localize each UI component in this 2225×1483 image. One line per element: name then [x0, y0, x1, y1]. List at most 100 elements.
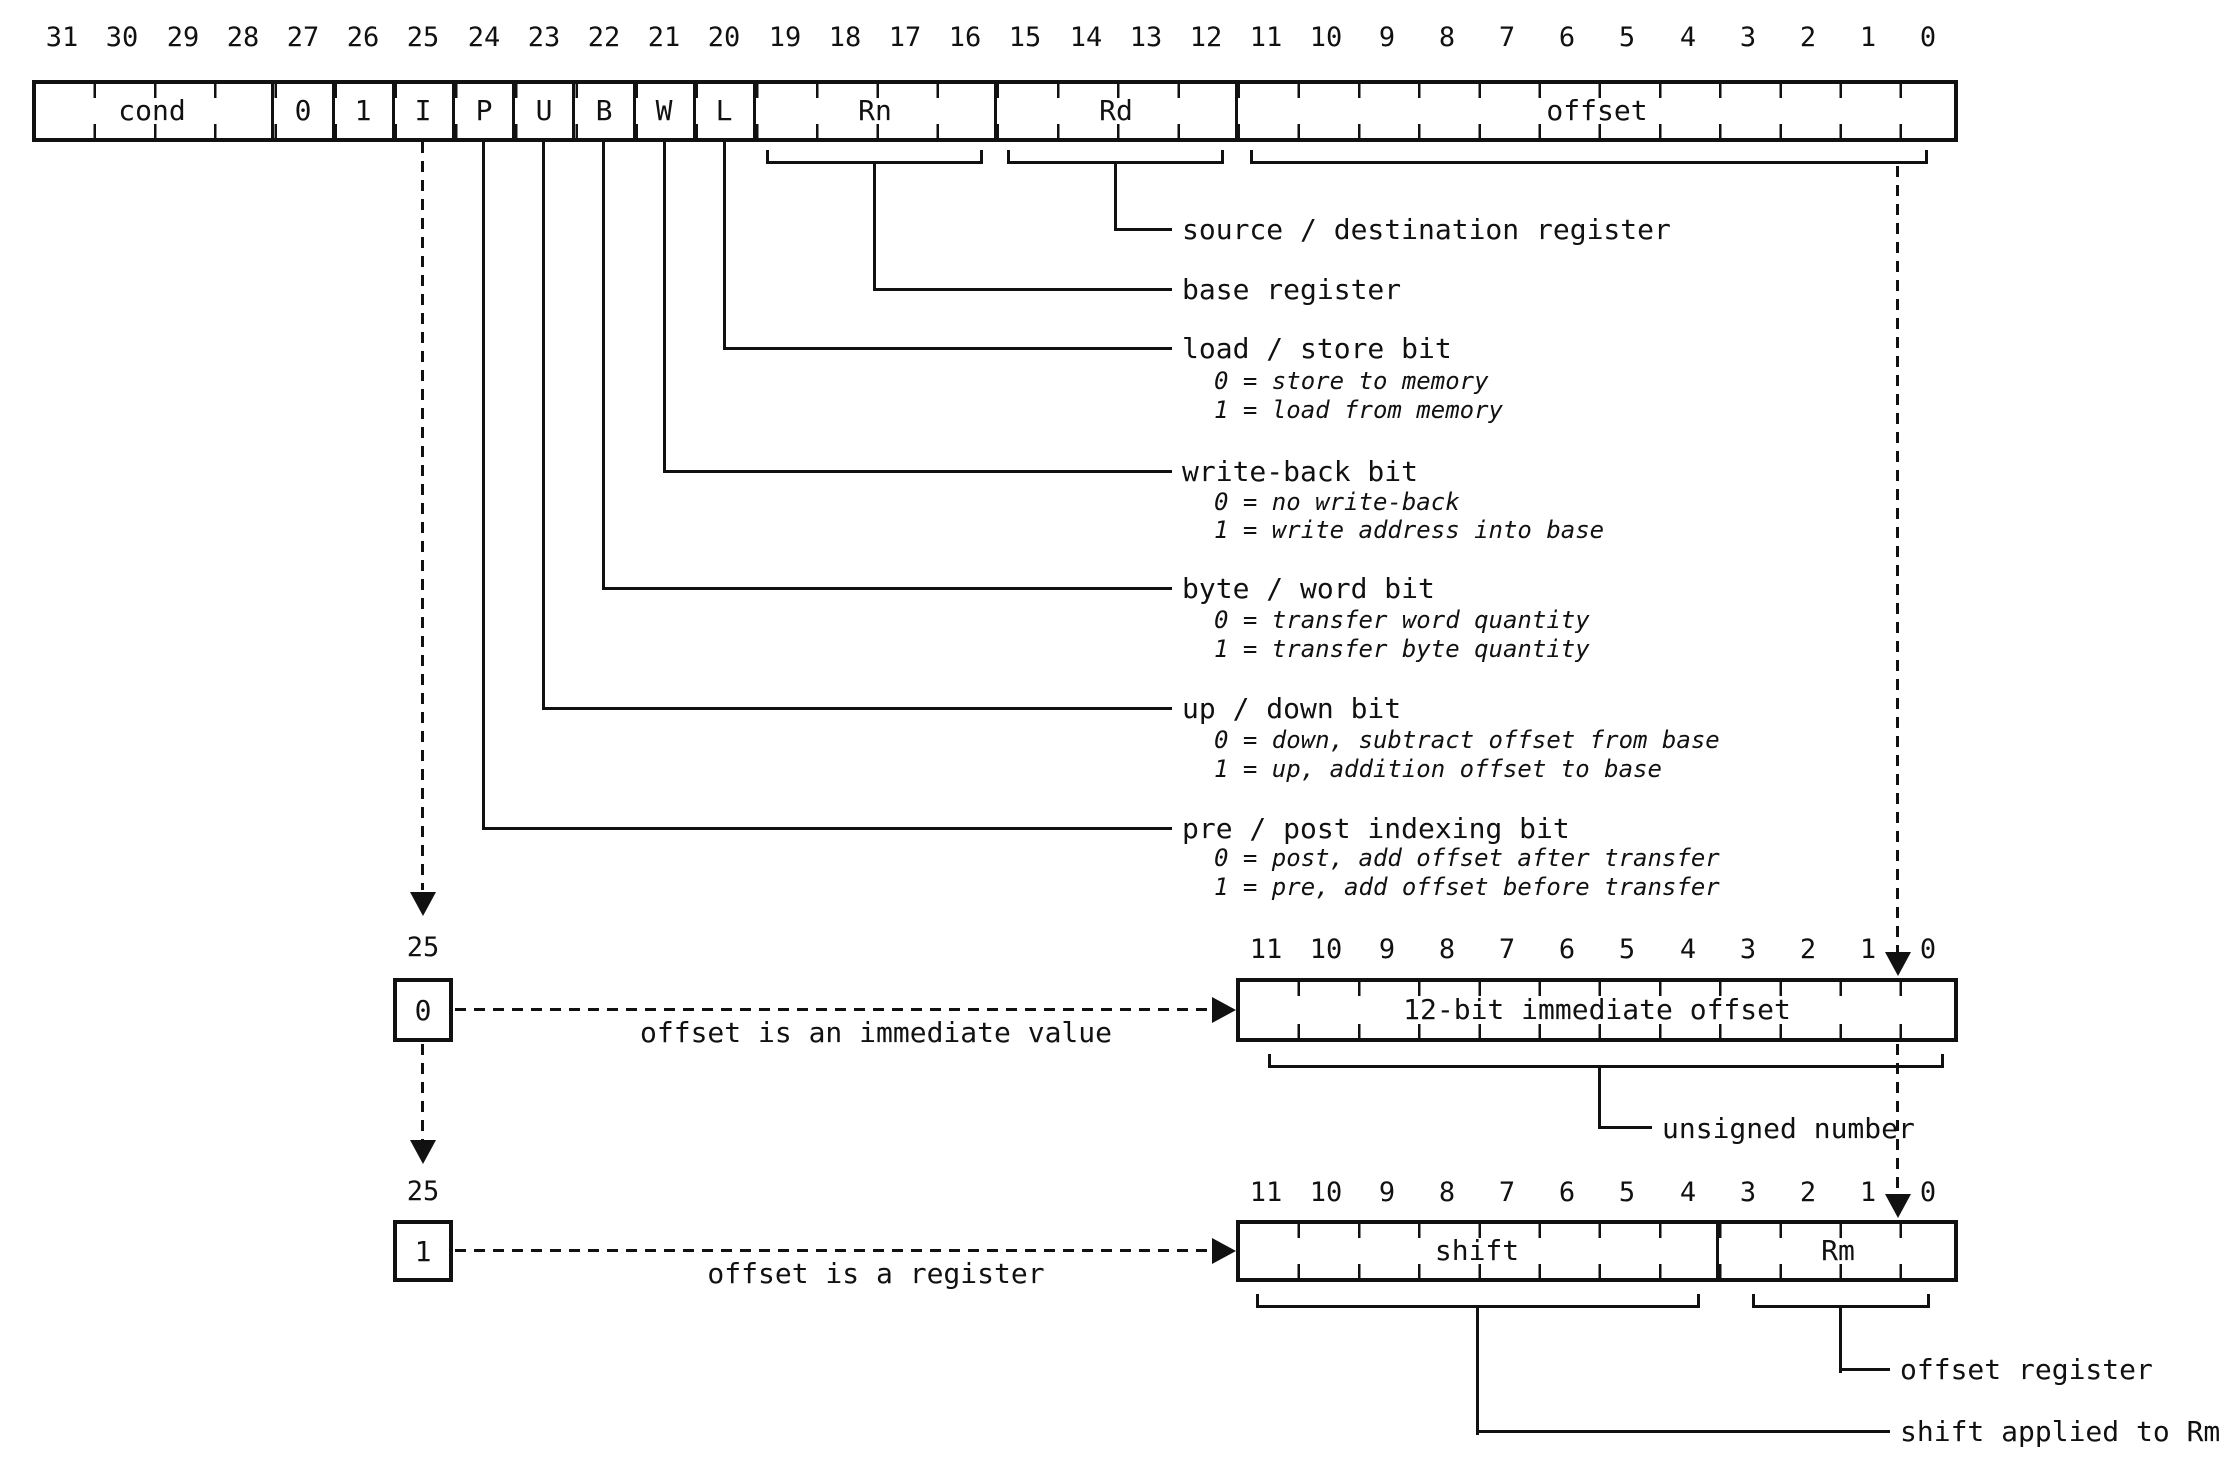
i-bit-dashed-line [421, 142, 424, 890]
field-divider [332, 84, 335, 138]
bit-number: 10 [1309, 1177, 1343, 1208]
arrow-down-icon [410, 892, 436, 916]
bit-number: 27 [286, 22, 320, 53]
bit-number: 3 [1739, 934, 1757, 965]
bit-number: 0 [1919, 22, 1937, 53]
p-value-1: 1 = pre, add offset before transfer [1214, 873, 1720, 901]
offset-dashed-line [1896, 166, 1899, 952]
bit-number: 2 [1799, 934, 1817, 965]
field-p-bit: P [475, 94, 493, 127]
bit-number: 12 [1189, 22, 1223, 53]
bit-number: 4 [1679, 934, 1697, 965]
rm-field-label: Rm [1821, 1234, 1855, 1267]
field-rn: Rn [858, 94, 892, 127]
bit-number: 20 [707, 22, 741, 53]
bit-number: 7 [1498, 22, 1516, 53]
bit-number: 3 [1739, 1177, 1757, 1208]
field-b-bit: B [595, 94, 613, 127]
l-value-0: 0 = store to memory [1214, 367, 1489, 395]
field-divider [994, 84, 997, 138]
immediate-offset-label: 12-bit immediate offset [1403, 993, 1791, 1026]
rn-annotation: base register [1182, 273, 1402, 306]
field-rd: Rd [1099, 94, 1133, 127]
shift-caption: shift applied to Rm [1900, 1415, 2221, 1448]
immediate-dashed-arrow-line [455, 1008, 1211, 1011]
bit-number: 1 [1859, 1177, 1877, 1208]
bit-number: 6 [1558, 1177, 1576, 1208]
bit-number: 31 [45, 22, 79, 53]
arrow-down-icon [1885, 1194, 1911, 1218]
bit-number: 5 [1618, 934, 1636, 965]
bit-number: 30 [105, 22, 139, 53]
bit-number: 5 [1618, 1177, 1636, 1208]
field-w-bit: W [655, 94, 673, 127]
bit-number: 0 [1919, 934, 1937, 965]
field-const0: 0 [294, 94, 312, 127]
offset-dashed-line-2 [1896, 1044, 1899, 1194]
bit-number: 29 [166, 22, 200, 53]
bit-number: 1 [1859, 934, 1877, 965]
bit-number: 10 [1309, 22, 1343, 53]
bit-number: 2 [1799, 1177, 1817, 1208]
u-value-1: 1 = up, addition offset to base [1214, 755, 1662, 783]
field-l-bit: L [715, 94, 733, 127]
register-bit-position-label: 25 [406, 1176, 440, 1207]
bit-number: 19 [768, 22, 802, 53]
field-divider [1235, 84, 1238, 138]
bit-number: 22 [587, 22, 621, 53]
i-bit-one-box: 1 [393, 1220, 453, 1282]
field-const1: 1 [354, 94, 372, 127]
register-arrow-caption: offset is a register [707, 1257, 1045, 1290]
bit-number: 11 [1249, 1177, 1283, 1208]
field-divider [633, 84, 636, 138]
l-value-1: 1 = load from memory [1214, 396, 1503, 424]
field-divider [572, 84, 575, 138]
bit-number: 5 [1618, 22, 1636, 53]
bit-number: 15 [1008, 22, 1042, 53]
w-annotation: write-back bit [1182, 455, 1419, 488]
field-cond: cond [118, 94, 186, 127]
bit-number: 6 [1558, 22, 1576, 53]
u-annotation: up / down bit [1182, 692, 1402, 725]
bit-number: 1 [1859, 22, 1877, 53]
arrow-right-icon [1212, 1238, 1236, 1264]
bit-number: 2 [1799, 22, 1817, 53]
w-value-0: 0 = no write-back [1214, 488, 1460, 516]
field-divider [1716, 1224, 1719, 1278]
unsigned-number-caption: unsigned number [1662, 1112, 1915, 1145]
bit-number: 14 [1069, 22, 1103, 53]
shift-field-label: shift [1434, 1234, 1520, 1267]
bit-number: 4 [1679, 22, 1697, 53]
p-annotation: pre / post indexing bit [1182, 812, 1570, 845]
bit-number: 16 [948, 22, 982, 53]
field-divider [452, 84, 455, 138]
bit-ticks-top [1240, 982, 1952, 996]
bit-number: 24 [467, 22, 501, 53]
bit-number: 6 [1558, 934, 1576, 965]
arrow-down-icon [1885, 952, 1911, 976]
field-divider [693, 84, 696, 138]
bit-number: 26 [346, 22, 380, 53]
field-i-bit: I [414, 94, 432, 127]
bit-number: 21 [647, 22, 681, 53]
field-u-bit: U [535, 94, 553, 127]
l-annotation: load / store bit [1182, 332, 1452, 365]
immediate-arrow-caption: offset is an immediate value [639, 1016, 1113, 1049]
bit-number: 11 [1249, 22, 1283, 53]
register-dashed-arrow-line [455, 1249, 1211, 1252]
bit-number: 3 [1739, 22, 1757, 53]
bit-ticks-top [1240, 1224, 1952, 1238]
field-offset: offset [1546, 94, 1648, 127]
bit-number: 9 [1378, 934, 1396, 965]
bit-number: 23 [527, 22, 561, 53]
field-divider [753, 84, 756, 138]
bit-number: 9 [1378, 1177, 1396, 1208]
bit-number: 4 [1679, 1177, 1697, 1208]
bit-number: 17 [888, 22, 922, 53]
b-annotation: byte / word bit [1182, 572, 1435, 605]
rd-annotation: source / destination register [1182, 213, 1671, 246]
bit-number: 8 [1438, 1177, 1456, 1208]
bit-number: 25 [406, 22, 440, 53]
u-value-0: 0 = down, subtract offset from base [1214, 726, 1720, 754]
